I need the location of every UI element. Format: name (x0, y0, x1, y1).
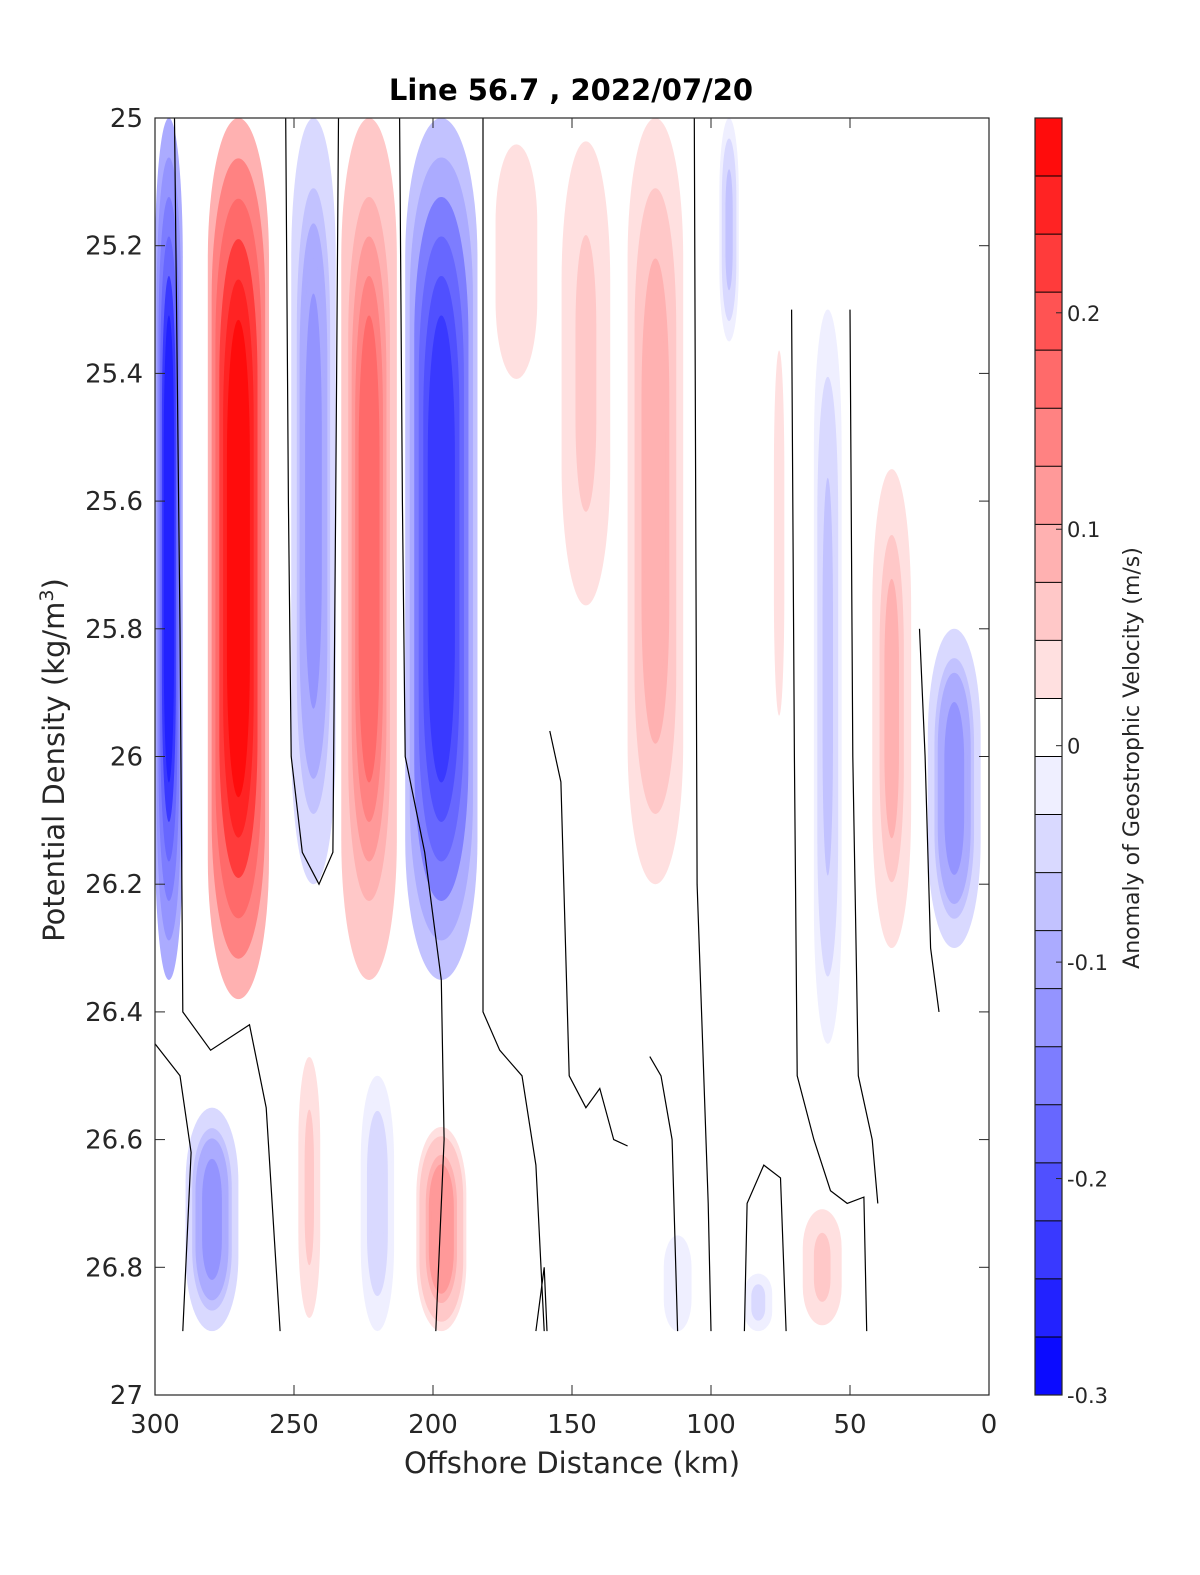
x-tick-label: 100 (686, 1410, 736, 1440)
velocity-band-8 (627, 118, 684, 885)
colorbar-tick-label: 0.2 (1067, 302, 1100, 326)
velocity-band-20 (663, 1235, 692, 1332)
y-axis: 25 25.2 25.4 25.6 25.8 26 26.2 26.4 26.6 26.8 27 (85, 104, 989, 1411)
colorbar-level (1035, 118, 1062, 177)
velocity-band-9 (719, 118, 739, 342)
colorbar-tick-label: 0.1 (1067, 518, 1100, 542)
x-tick-label: 300 (130, 1410, 180, 1440)
colorbar-tick-label: -0.1 (1067, 951, 1108, 975)
colorbar-label: Anomaly of Geostrophic Velocity (m/s) (1120, 547, 1145, 969)
y-tick-label: 27 (110, 1381, 143, 1411)
y-tick-label: 25.2 (85, 232, 143, 262)
y-tick-label: 25.4 (85, 359, 143, 389)
velocity-band-6 (488, 118, 545, 406)
colorbar-level (1035, 930, 1062, 990)
zero-contour-10 (743, 1164, 787, 1332)
velocity-band-1 (155, 118, 183, 980)
zero-contour-3 (399, 118, 445, 1332)
zero-contour-2 (285, 118, 340, 886)
colorbar-level (1035, 234, 1062, 293)
zero-contour-6 (535, 1267, 548, 1332)
x-tick-label: 150 (547, 1410, 597, 1440)
colorbar-level (1035, 1046, 1062, 1106)
colorbar-tick-label: -0.3 (1067, 1384, 1108, 1408)
x-axis: 300 250 200 150 100 50 0 (130, 118, 997, 1440)
velocity-band-5 (405, 118, 478, 980)
zero-contour-4 (482, 118, 545, 1332)
y-axis-label-superscript: 3 (36, 589, 58, 601)
colorbar-level (1035, 524, 1062, 583)
x-tick-label: 0 (981, 1410, 998, 1440)
zero-contour-5 (155, 1043, 192, 1332)
y-tick-label: 26.8 (85, 1253, 143, 1283)
x-tick-label: 250 (269, 1410, 319, 1440)
velocity-band-15 (296, 1043, 322, 1332)
velocity-band-11 (813, 309, 842, 1044)
colorbar-level (1035, 1220, 1062, 1280)
colorbar-level (1035, 814, 1062, 874)
zero-contour-12 (849, 309, 879, 1204)
velocity-band-10 (772, 309, 787, 757)
y-tick-label: 25.6 (85, 487, 143, 517)
velocity-band-3 (291, 118, 336, 885)
y-tick-label: 26.2 (85, 870, 143, 900)
velocity-field (155, 118, 981, 1332)
velocity-band-18 (799, 1203, 845, 1332)
colorbar-level (1035, 640, 1062, 699)
x-tick-label: 200 (408, 1410, 458, 1440)
zero-contour-1 (173, 118, 281, 1332)
colorbar-level (1035, 176, 1062, 235)
plot-area (155, 118, 989, 1395)
x-axis-label: Offshore Distance (km) (404, 1446, 740, 1480)
y-tick-label: 26 (110, 743, 143, 773)
velocity-band-2 (207, 118, 269, 1000)
y-tick-label: 25.8 (85, 615, 143, 645)
velocity-band-14 (185, 1107, 239, 1332)
x-tick-label: 50 (833, 1410, 866, 1440)
velocity-band-7 (558, 118, 614, 629)
colorbar-level (1035, 466, 1062, 525)
colorbar-level (1035, 1162, 1062, 1222)
velocity-band-16 (360, 1075, 395, 1332)
colorbar-level (1035, 1104, 1062, 1164)
y-tick-label: 26.6 (85, 1126, 143, 1156)
colorbar-level (1035, 756, 1062, 816)
colorbar-level (1035, 292, 1062, 351)
y-tick-label: 25 (110, 104, 143, 134)
zero-contour-11 (790, 309, 868, 1332)
colorbar-level (1035, 698, 1062, 757)
colorbar-level (1035, 582, 1062, 641)
colorbar-frame (1034, 117, 1063, 1396)
zero-contour-8 (649, 1056, 679, 1332)
y-tick-label: 26.4 (85, 998, 143, 1028)
colorbar-level (1035, 408, 1062, 467)
velocity-band-17 (416, 1126, 467, 1332)
velocity-band-19 (744, 1273, 773, 1332)
colorbar-level (1035, 350, 1062, 409)
colorbar-level (1035, 1336, 1062, 1396)
colorbar-level (1035, 988, 1062, 1048)
zero-contour-7 (549, 730, 628, 1147)
zero-contour-9 (693, 118, 712, 1332)
chart-title: Line 56.7 , 2022/07/20 (389, 73, 753, 107)
colorbar: -0.3 -0.2 -0.1 0 0.1 0.2 Anomaly of Geostroph… (1034, 117, 1145, 1408)
colorbar-level (1035, 1278, 1062, 1338)
velocity-band-12 (872, 469, 912, 949)
colorbar-level (1035, 872, 1062, 932)
zero-contours (155, 118, 940, 1332)
zero-contour-13 (918, 628, 940, 1012)
colorbar-tick-label: -0.2 (1067, 1168, 1108, 1192)
colorbar-tick-label: 0 (1067, 735, 1080, 759)
y-axis-label: Potential Density (kg/m3) (36, 578, 71, 942)
velocity-band-4 (341, 118, 397, 980)
velocity-band-13 (927, 628, 981, 949)
